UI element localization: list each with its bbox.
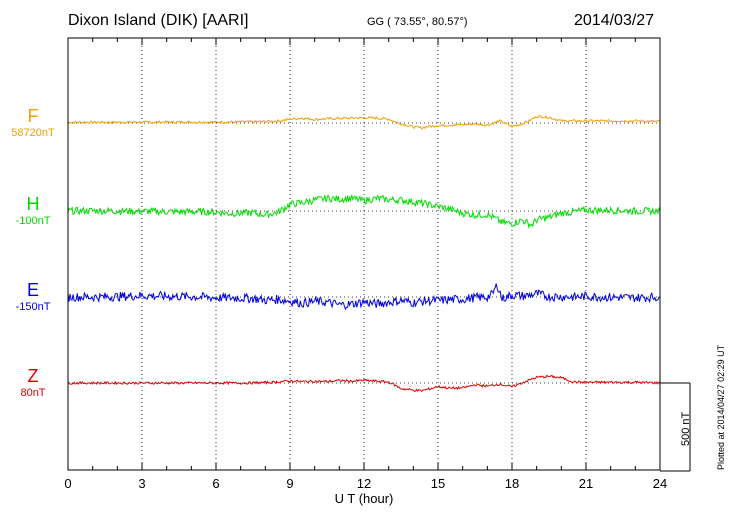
geographic-coordinates: GG ( 73.55°, 80.57°)	[367, 16, 468, 28]
x-tick-label: 21	[579, 476, 593, 491]
component-baseline: 58720nT	[11, 127, 55, 139]
component-label-Z: Z 80nT	[0, 366, 66, 400]
plotted-timestamp: Plotted at 2014/04/27 02:29 UT	[716, 344, 726, 470]
component-letter: H	[26, 194, 40, 214]
component-baseline: -150nT	[15, 301, 51, 313]
component-label-H: H -100nT	[0, 194, 66, 228]
x-tick-label: 3	[138, 476, 145, 491]
x-axis-label: U T (hour)	[335, 491, 394, 506]
component-letter: E	[26, 280, 39, 300]
grid	[68, 38, 660, 470]
component-letter: F	[27, 106, 39, 126]
component-label-F: F 58720nT	[0, 106, 66, 140]
component-baseline: 80nT	[20, 387, 46, 399]
series-E-line	[67, 283, 660, 311]
station-title: Dixon Island (DIK) [AARI]	[68, 12, 249, 29]
scale-bar-label: 500 nT	[680, 411, 692, 446]
x-tick-label: 15	[431, 476, 445, 491]
plot-date: 2014/03/27	[574, 12, 655, 29]
x-tick-label: 12	[357, 476, 371, 491]
x-tick-label: 0	[64, 476, 71, 491]
series-F-line	[67, 114, 661, 130]
component-baseline: -100nT	[15, 215, 51, 227]
x-tick-label: 24	[653, 476, 667, 491]
series-layer	[67, 114, 661, 393]
series-Z-line	[67, 374, 661, 393]
x-tick-label: 18	[505, 476, 519, 491]
x-tick-label: 9	[286, 476, 293, 491]
x-tick-label: 6	[212, 476, 219, 491]
x-axis-ticks: 0 3 6 9 12 15 18 21 24 U T (hour)	[64, 38, 667, 506]
component-letter: Z	[27, 366, 39, 386]
scale-bar	[660, 382, 691, 472]
component-label-E: E -150nT	[0, 280, 66, 314]
series-H-line	[67, 194, 661, 230]
